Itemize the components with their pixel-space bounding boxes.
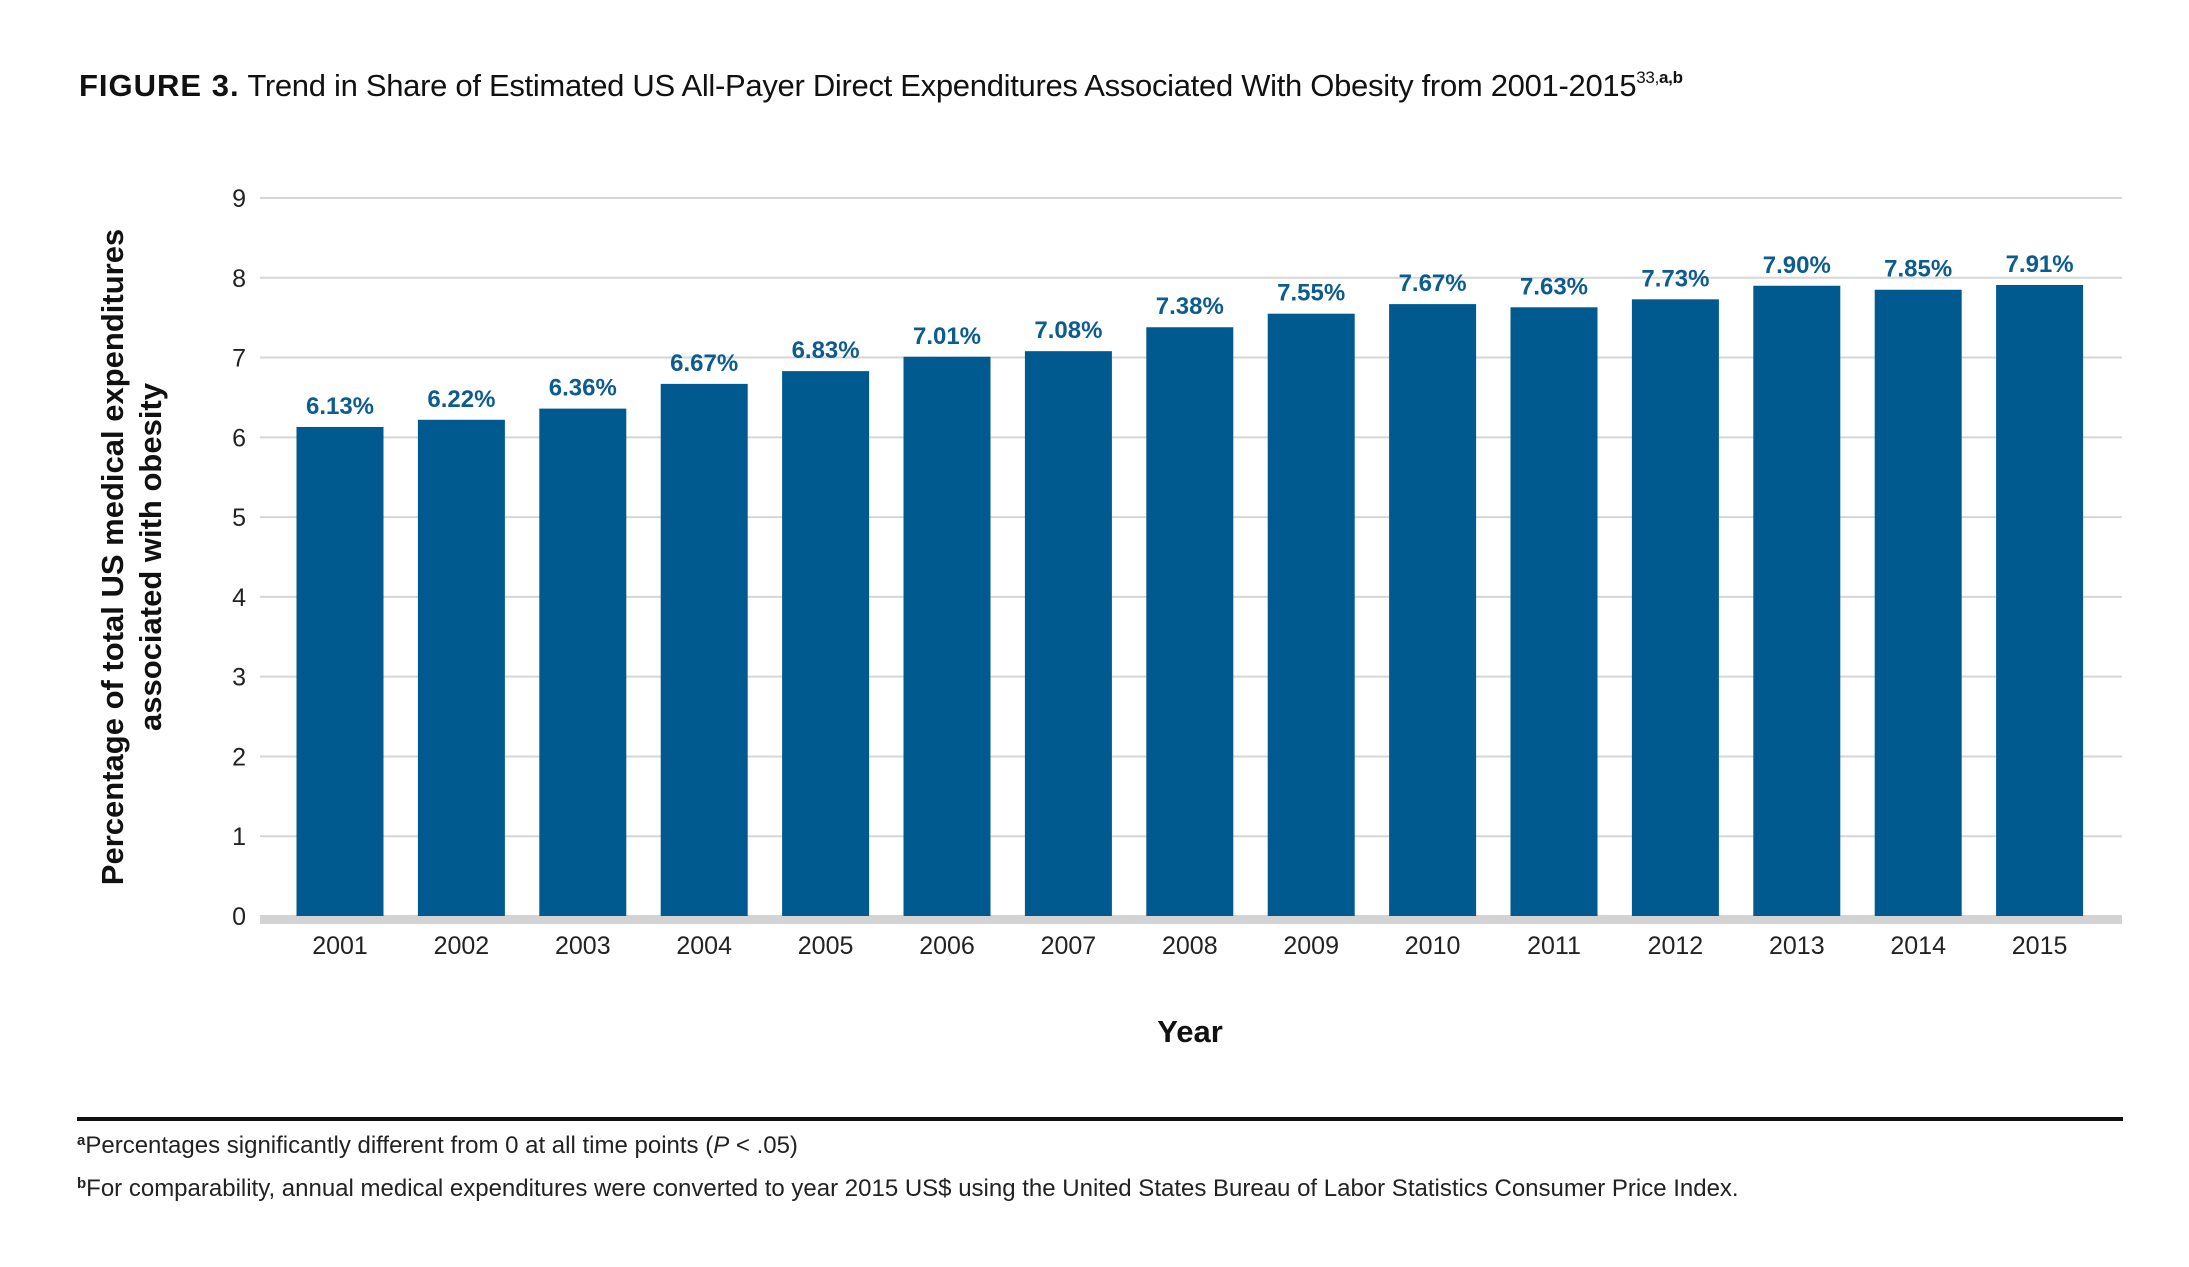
x-tick-label: 2010 [1405,932,1461,960]
data-label-2001: 6.13% [306,393,374,420]
data-label-2008: 7.38% [1156,293,1224,320]
data-label-2015: 7.91% [2006,251,2074,278]
footnote-a-text-end: < .05) [729,1132,798,1159]
x-tick-label: 2006 [919,932,975,960]
footnote-b: bFor comparability, annual medical expen… [77,1175,1739,1203]
footnote-divider [77,1117,2123,1121]
x-tick-label: 2003 [555,932,611,960]
data-label-2014: 7.85% [1884,256,1952,283]
footnote-a: aPercentages significantly different fro… [77,1132,798,1160]
x-tick-label: 2005 [798,932,854,960]
data-label-2010: 7.67% [1399,270,1467,297]
data-label-2003: 6.36% [549,375,617,402]
footnote-a-marker: a [77,1132,86,1149]
y-axis-label-line-2: associated with obesity [133,383,168,731]
bar-2012 [1631,299,1719,917]
footnote-markers: a,b [1659,68,1683,87]
bar-2002 [417,419,505,916]
x-axis-label: Year [1157,1014,1223,1049]
x-tick-label: 2013 [1769,932,1825,960]
x-tick-label: 2011 [1527,932,1581,960]
x-tick-label: 2012 [1648,932,1704,960]
baseline [260,915,2122,924]
bar-2011 [1510,307,1598,917]
data-label-2011: 7.63% [1520,273,1588,300]
data-label-2009: 7.55% [1277,280,1345,307]
x-tick-label: 2001 [312,932,368,960]
data-label-2005: 6.83% [792,337,860,364]
bar-2007 [1024,351,1112,916]
figure-label: FIGURE 3. [79,68,240,103]
bar-2013 [1753,285,1841,916]
y-axis-label: Percentage of total US medical expenditu… [94,207,170,907]
bar-2008 [1146,327,1234,916]
bar-2014 [1874,289,1962,916]
bar-2004 [660,383,748,917]
y-tick-label: 6 [232,424,246,452]
data-label-2004: 6.67% [670,350,738,377]
bar-2005 [782,371,870,916]
data-label-2012: 7.73% [1641,265,1709,292]
bar-2003 [539,408,627,916]
bars [296,284,2084,917]
footnote-b-text: For comparability, annual medical expend… [86,1175,1739,1202]
x-tick-label: 2007 [1041,932,1097,960]
x-tick-label: 2015 [2012,932,2068,960]
x-tick-label: 2004 [676,932,732,960]
footnote-b-marker: b [77,1175,87,1192]
bar-2009 [1267,313,1355,917]
y-axis-label-line-1: Percentage of total US medical expenditu… [95,228,130,886]
data-label-2006: 7.01% [913,323,981,350]
data-label-2007: 7.08% [1034,317,1102,344]
y-tick-label: 8 [232,265,246,293]
footnote-a-text: Percentages significantly different from… [85,1132,714,1159]
figure-title-superscript: 33,a,b [1636,68,1683,87]
y-tick-label: 2 [232,743,246,771]
y-tick-label: 9 [232,185,246,213]
footnote-a-p-value: P [713,1132,730,1159]
x-axis-ticks: 2001 2002 2003 2004 2005 2006 2007 2008 2009 2010… [312,932,2067,960]
y-tick-label: 1 [232,823,246,851]
figure-title: FIGURE 3. Trend in Share of Estimated US… [79,68,1683,104]
bar-2001 [296,426,384,916]
bar-2010 [1389,304,1477,916]
data-label-2013: 7.90% [1763,252,1831,279]
figure-title-text: Trend in Share of Estimated US All-Payer… [247,68,1637,103]
x-tick-label: 2009 [1283,932,1339,960]
data-labels: 6.13% 6.22% 6.36% 6.67% 6.83% 7.01% 7.08% 7.38%… [306,251,2074,420]
y-tick-label: 5 [232,504,246,532]
bar-2015 [1996,284,2084,916]
y-axis-ticks: 0 1 2 3 4 5 6 7 8 9 [232,185,246,931]
x-tick-label: 2008 [1162,932,1218,960]
data-label-2002: 6.22% [427,386,495,413]
x-tick-label: 2014 [1890,932,1946,960]
x-tick-label: 2002 [434,932,490,960]
y-tick-label: 3 [232,664,246,692]
y-tick-label: 4 [232,584,246,612]
y-tick-label: 0 [232,903,246,931]
reference-number: 33, [1636,68,1660,87]
bar-2006 [903,356,991,916]
y-tick-label: 7 [232,345,246,373]
